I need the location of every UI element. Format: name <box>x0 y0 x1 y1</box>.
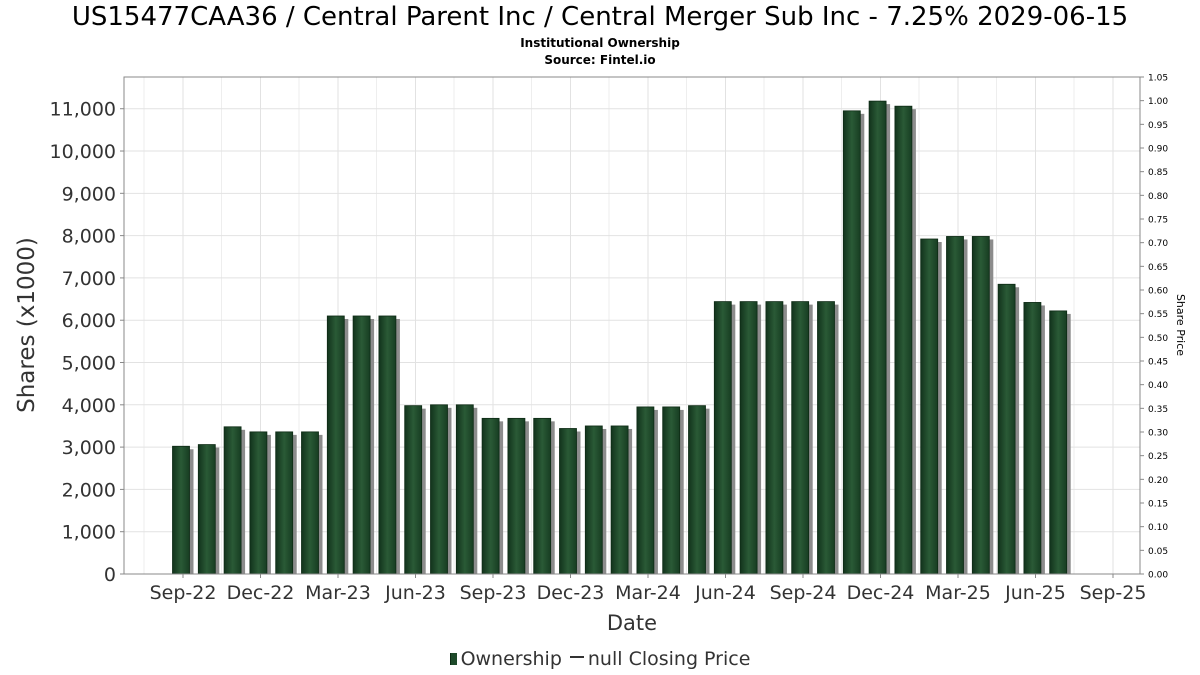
ownership-bar <box>1023 302 1042 575</box>
y2-tick-label: 0.35 <box>1148 405 1168 415</box>
y-tick-label: 7,000 <box>62 268 116 290</box>
ownership-bar <box>920 238 939 575</box>
y2-tick-label: 0.75 <box>1148 216 1168 226</box>
y2-tick-label: 0.45 <box>1148 358 1168 368</box>
chart-source: Source: Fintel.io <box>544 53 656 67</box>
ownership-bar <box>662 406 681 575</box>
y-tick-label: 0 <box>104 564 116 586</box>
ownership-bar <box>610 425 629 575</box>
chart-title: US15477CAA36 / Central Parent Inc / Cent… <box>71 2 1129 32</box>
legend-line-closing-price <box>569 656 584 658</box>
y2-tick-label: 0.65 <box>1148 263 1168 273</box>
ownership-bar <box>791 301 810 575</box>
y2-tick-label: 0.40 <box>1148 381 1168 391</box>
y2-tick-label: 0.85 <box>1148 168 1168 178</box>
legend-swatch-ownership <box>449 653 457 665</box>
ownership-bar <box>301 431 319 575</box>
ownership-bar <box>430 404 448 575</box>
chart-subtitle: Institutional Ownership <box>520 36 680 50</box>
chart-area: 0 1,000 2,000 3,000 4,000 5,000 6,000 7,000 8,00… <box>14 74 1187 636</box>
y2-tick-label: 0.30 <box>1148 429 1168 439</box>
y-axis-label: Shares (x1000) <box>14 237 40 413</box>
y-tick-label: 1,000 <box>62 522 116 544</box>
y-tick-label: 11,000 <box>50 99 116 121</box>
ownership-bar <box>946 236 964 575</box>
y2-tick-label: 0.70 <box>1148 239 1168 249</box>
y-tick-label: 2,000 <box>62 479 116 501</box>
x-tick-label: Dec-22 <box>227 582 295 604</box>
y2-tick-label: 1.05 <box>1148 74 1168 84</box>
x-tick-label: Dec-24 <box>847 582 915 604</box>
x-tick-label: Jun-25 <box>1004 582 1066 604</box>
y2-tick-label: 0.95 <box>1148 121 1168 131</box>
ownership-bar <box>559 428 577 575</box>
ownership-bar <box>765 301 784 575</box>
x-tick-label: Sep-23 <box>460 582 527 604</box>
x-tick-label: Mar-24 <box>615 582 681 604</box>
y2-tick-label: 0.20 <box>1148 476 1168 486</box>
ownership-bar <box>197 444 216 575</box>
y-tick-label: 8,000 <box>62 226 116 248</box>
legend-label-closing-price: null Closing Price <box>587 648 751 670</box>
y2-tick-label: 1.00 <box>1148 97 1168 107</box>
y-tick-label: 6,000 <box>62 310 116 332</box>
plot-frame <box>123 76 1141 575</box>
ownership-bar <box>971 236 990 575</box>
y2-tick-label: 0.60 <box>1148 287 1168 297</box>
y-tick-label: 4,000 <box>62 395 116 417</box>
ownership-bar <box>481 417 500 575</box>
y2-axis-label: Share Price <box>1174 294 1187 356</box>
legend-label-ownership: Ownership <box>460 648 562 670</box>
y2-tick-label: 0.50 <box>1148 334 1168 344</box>
ownership-bar <box>352 315 371 575</box>
ownership-bar <box>688 405 706 575</box>
x-tick-label: Sep-25 <box>1080 582 1147 604</box>
ownership-bar <box>172 445 190 575</box>
ownership-bar <box>817 301 835 575</box>
x-tick-label: Mar-25 <box>925 582 991 604</box>
y2-tick-label: 0.55 <box>1148 310 1168 320</box>
ownership-bar <box>868 100 887 575</box>
x-tick-label: Sep-24 <box>770 582 837 604</box>
ownership-bar <box>842 110 861 575</box>
y2-tick-label: 0.15 <box>1148 500 1168 510</box>
ownership-bar <box>584 425 603 575</box>
ownership-bar <box>404 405 423 575</box>
x-tick-label: Dec-23 <box>537 582 605 604</box>
ownership-bar <box>223 426 242 575</box>
legend: Ownership null Closing Price <box>0 648 1200 670</box>
y2-tick-label: 0.25 <box>1148 452 1168 462</box>
ownership-bar <box>636 406 655 575</box>
ownership-bar <box>507 417 526 575</box>
ownership-bar <box>533 417 552 575</box>
x-tick-label: Jun-24 <box>694 582 756 604</box>
y2-tick-label: 0.10 <box>1148 523 1168 533</box>
ownership-bar <box>713 301 732 575</box>
ownership-bar <box>326 315 345 575</box>
ownership-bar <box>1049 310 1068 575</box>
axes-group: 0 1,000 2,000 3,000 4,000 5,000 6,000 7,000 8,00… <box>50 74 1169 605</box>
y-tick-label: 3,000 <box>62 437 116 459</box>
legend-item-ownership: Ownership <box>449 648 562 670</box>
ownership-bar <box>378 315 397 575</box>
ownership-bar <box>455 404 474 575</box>
ownership-bar <box>997 283 1016 575</box>
x-tick-label: Jun-23 <box>384 582 446 604</box>
ownership-bar <box>894 105 913 575</box>
x-tick-label: Sep-22 <box>150 582 217 604</box>
ownership-bar <box>739 301 758 575</box>
y-tick-label: 5,000 <box>62 353 116 375</box>
legend-item-closing-price: null Closing Price <box>566 648 751 670</box>
y2-tick-label: 0.05 <box>1148 547 1168 557</box>
y-tick-label: 9,000 <box>62 183 116 205</box>
y-tick-label: 10,000 <box>50 141 116 163</box>
ownership-bar <box>275 431 294 575</box>
y2-tick-label: 0.90 <box>1148 145 1168 155</box>
y2-tick-label: 0.00 <box>1148 571 1168 581</box>
x-axis-label: Date <box>607 611 657 635</box>
y2-tick-label: 0.80 <box>1148 192 1168 202</box>
ownership-bar <box>249 431 268 575</box>
x-tick-label: Mar-23 <box>305 582 371 604</box>
